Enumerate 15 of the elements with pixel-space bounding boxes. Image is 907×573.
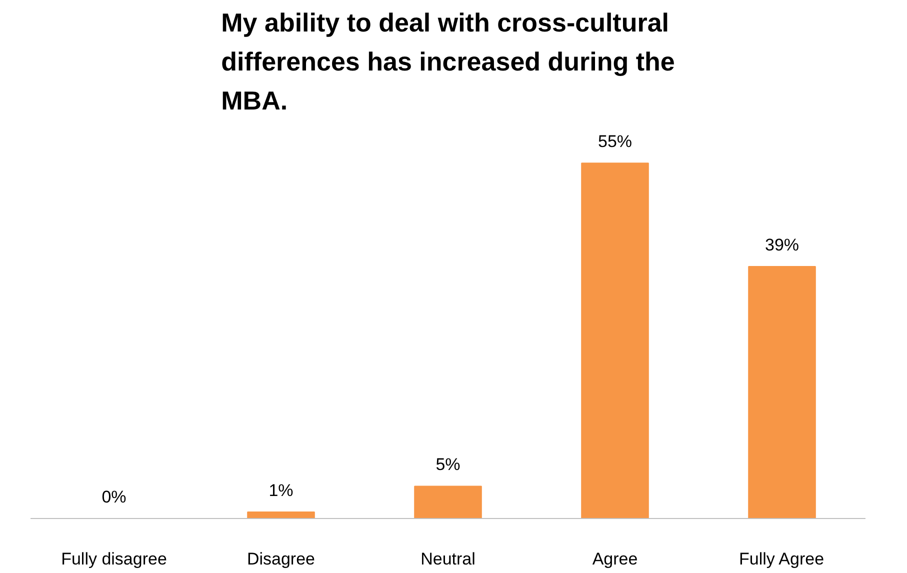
x-tick-label: Agree bbox=[592, 550, 638, 568]
chart-title: My ability to deal with cross-cultural differences has increased during the MBA. bbox=[221, 8, 675, 116]
x-tick-label: Neutral bbox=[420, 550, 476, 568]
x-tick-label: Fully disagree bbox=[61, 550, 167, 568]
bar bbox=[748, 266, 816, 518]
data-label: 1% bbox=[268, 481, 294, 500]
bar bbox=[581, 162, 649, 518]
data-label: 55% bbox=[598, 132, 632, 152]
data-label: 0% bbox=[102, 488, 126, 506]
x-tick-label: Disagree bbox=[246, 550, 316, 568]
x-tick-label: Fully Agree bbox=[739, 550, 824, 568]
data-label: 39% bbox=[764, 236, 800, 255]
bar bbox=[414, 486, 482, 518]
bar bbox=[247, 512, 315, 518]
data-label: 5% bbox=[436, 455, 460, 474]
